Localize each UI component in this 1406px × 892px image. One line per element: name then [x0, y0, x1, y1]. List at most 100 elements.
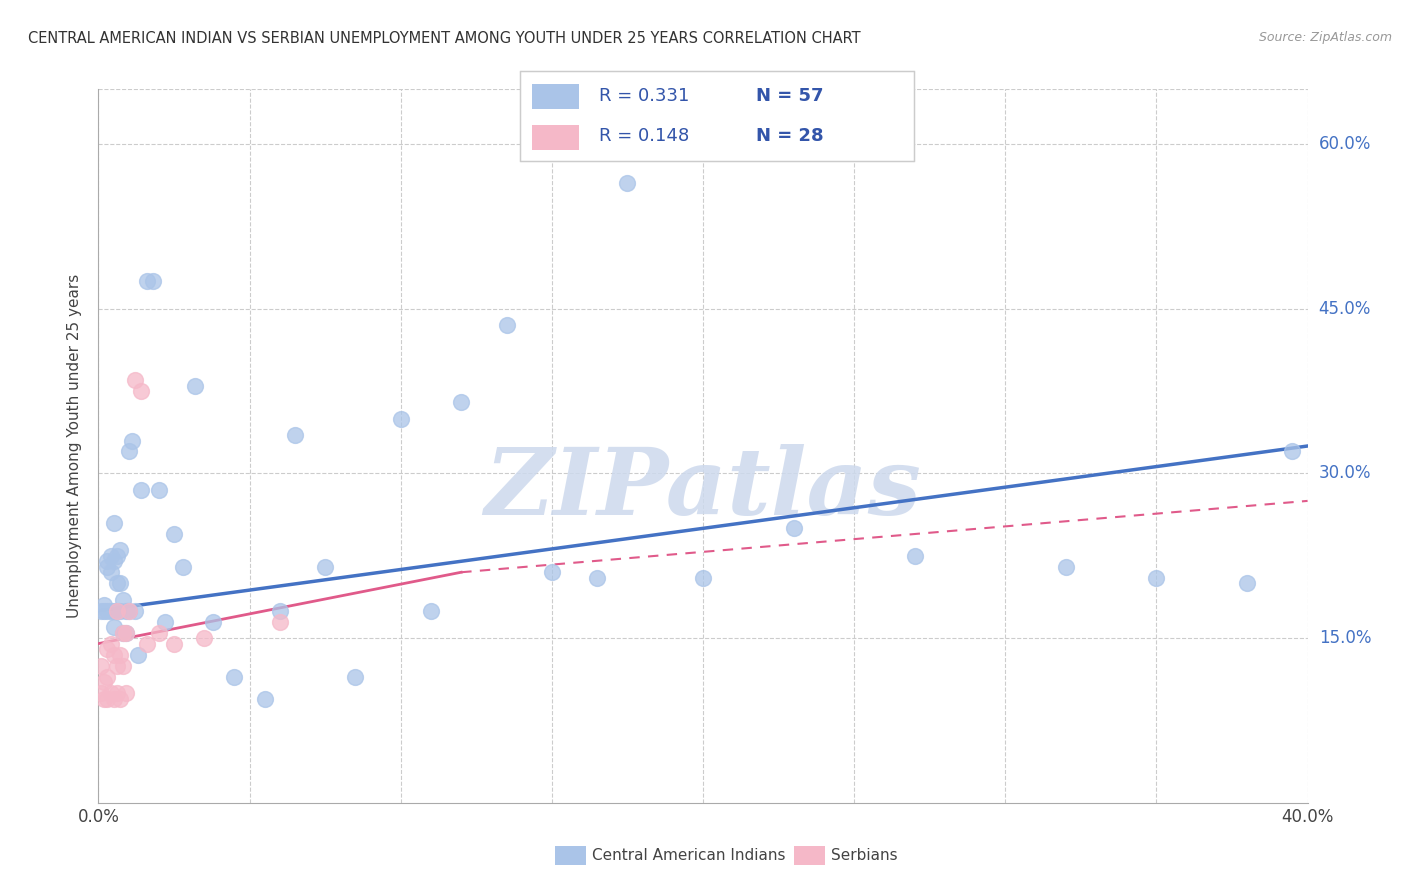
Point: [692, 571, 714, 585]
Point: [142, 274, 165, 288]
Point: [1281, 444, 1303, 458]
Point: [103, 691, 125, 706]
Point: [96, 604, 118, 618]
Text: R = 0.331: R = 0.331: [599, 87, 689, 105]
Point: [172, 559, 194, 574]
Point: [111, 592, 134, 607]
Point: [344, 669, 367, 683]
Point: [202, 615, 225, 629]
Point: [904, 549, 927, 563]
Y-axis label: Unemployment Among Youth under 25 years: Unemployment Among Youth under 25 years: [67, 274, 83, 618]
Point: [114, 625, 136, 640]
Point: [105, 686, 128, 700]
Point: [616, 176, 638, 190]
Point: [108, 543, 131, 558]
Point: [96, 669, 118, 683]
Point: [782, 521, 804, 535]
Point: [108, 691, 131, 706]
Point: [184, 378, 207, 392]
Text: N = 57: N = 57: [756, 87, 824, 105]
Point: [105, 604, 128, 618]
Text: 30.0%: 30.0%: [1319, 465, 1371, 483]
Text: 45.0%: 45.0%: [1319, 300, 1371, 318]
Point: [100, 637, 122, 651]
Point: [100, 686, 122, 700]
Point: [93, 691, 115, 706]
Point: [103, 648, 125, 662]
Point: [124, 373, 146, 387]
Point: [111, 625, 134, 640]
Point: [269, 615, 291, 629]
Text: N = 28: N = 28: [756, 127, 824, 145]
Point: [314, 559, 336, 574]
Point: [90, 604, 112, 618]
Text: Source: ZipAtlas.com: Source: ZipAtlas.com: [1258, 31, 1392, 45]
Point: [284, 428, 307, 442]
Point: [129, 483, 152, 497]
Point: [148, 483, 170, 497]
Point: [103, 604, 125, 618]
Point: [419, 604, 441, 618]
Point: [103, 516, 125, 530]
Point: [105, 658, 128, 673]
Point: [114, 686, 136, 700]
Point: [586, 571, 609, 585]
Point: [96, 642, 118, 657]
Point: [1054, 559, 1077, 574]
Point: [108, 648, 131, 662]
Point: [118, 444, 141, 458]
Point: [103, 554, 125, 568]
Point: [105, 604, 128, 618]
Point: [193, 631, 215, 645]
Point: [148, 625, 170, 640]
Point: [153, 615, 176, 629]
Point: [111, 625, 134, 640]
Text: Serbians: Serbians: [831, 848, 897, 863]
Point: [1144, 571, 1167, 585]
Text: 15.0%: 15.0%: [1319, 629, 1371, 647]
Point: [96, 554, 118, 568]
Point: [100, 549, 122, 563]
Point: [93, 598, 115, 612]
Point: [135, 274, 157, 288]
Point: [163, 526, 186, 541]
Point: [135, 637, 157, 651]
Point: [114, 625, 136, 640]
Point: [108, 604, 131, 618]
Point: [495, 318, 517, 333]
Point: [389, 411, 412, 425]
FancyBboxPatch shape: [531, 125, 579, 150]
Text: 60.0%: 60.0%: [1319, 135, 1371, 153]
Point: [111, 658, 134, 673]
Point: [224, 669, 246, 683]
Point: [96, 691, 118, 706]
Text: ZIPatlas: ZIPatlas: [485, 444, 921, 533]
Point: [118, 604, 141, 618]
Point: [253, 691, 276, 706]
Text: CENTRAL AMERICAN INDIAN VS SERBIAN UNEMPLOYMENT AMONG YOUTH UNDER 25 YEARS CORRE: CENTRAL AMERICAN INDIAN VS SERBIAN UNEMP…: [28, 31, 860, 46]
Point: [114, 604, 136, 618]
Text: Central American Indians: Central American Indians: [592, 848, 786, 863]
Point: [105, 549, 128, 563]
Point: [163, 637, 186, 651]
Point: [1236, 576, 1258, 591]
Point: [540, 566, 562, 580]
FancyBboxPatch shape: [531, 84, 579, 109]
Point: [124, 604, 146, 618]
Point: [93, 675, 115, 690]
Point: [108, 576, 131, 591]
Point: [127, 648, 149, 662]
Point: [90, 658, 112, 673]
Point: [100, 604, 122, 618]
Point: [129, 384, 152, 398]
Point: [90, 686, 112, 700]
Text: R = 0.148: R = 0.148: [599, 127, 689, 145]
Point: [96, 559, 118, 574]
Point: [121, 434, 143, 448]
Point: [269, 604, 291, 618]
Point: [118, 604, 141, 618]
Point: [100, 566, 122, 580]
Point: [93, 604, 115, 618]
Point: [105, 576, 128, 591]
Point: [450, 395, 472, 409]
